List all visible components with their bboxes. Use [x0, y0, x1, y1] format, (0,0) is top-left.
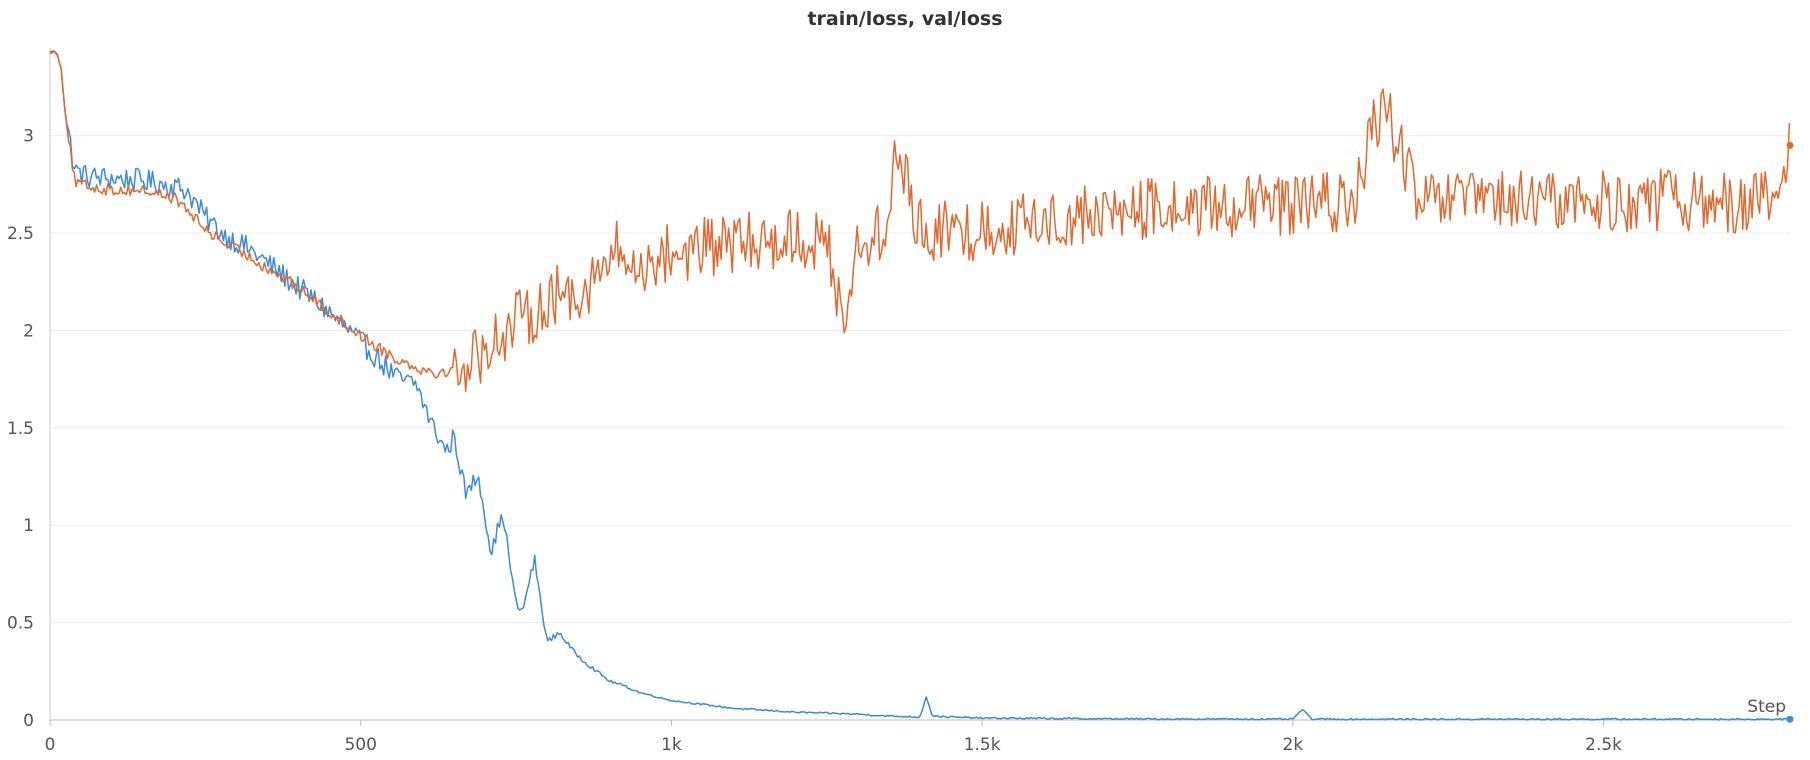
- chart-title: train/loss, val/loss: [807, 8, 1003, 30]
- x-tick-label: 0: [45, 735, 56, 755]
- series-end-point-1: [1786, 715, 1794, 723]
- y-tick-label: 0.5: [7, 614, 34, 634]
- series-line-1: [49, 50, 1790, 721]
- x-axis-label: Step: [1747, 697, 1786, 717]
- series-end-point-2: [1786, 141, 1794, 149]
- label-layer: 0 0.5 1 1.5 2 2.5 3 0 500 1k 1.5k 2k 2.5k Step: [7, 127, 1786, 755]
- x-tick-label: 2k: [1283, 735, 1304, 755]
- x-tick-label: 2.5k: [1585, 735, 1622, 755]
- series-line-2: [49, 50, 1791, 392]
- grid-layer: [50, 135, 1790, 624]
- x-tick-label: 500: [344, 735, 376, 755]
- series-layer: [49, 50, 1794, 723]
- x-tick-label: 1k: [661, 735, 682, 755]
- y-tick-label: 3: [23, 127, 34, 147]
- y-tick-label: 1: [23, 516, 34, 536]
- axis-layer: [49, 48, 1790, 726]
- y-tick-label: 2.5: [7, 224, 34, 244]
- y-tick-label: 0: [23, 711, 34, 731]
- y-tick-label: 2: [23, 321, 34, 341]
- x-tick-label: 1.5k: [964, 735, 1001, 755]
- y-tick-label: 1.5: [7, 419, 34, 439]
